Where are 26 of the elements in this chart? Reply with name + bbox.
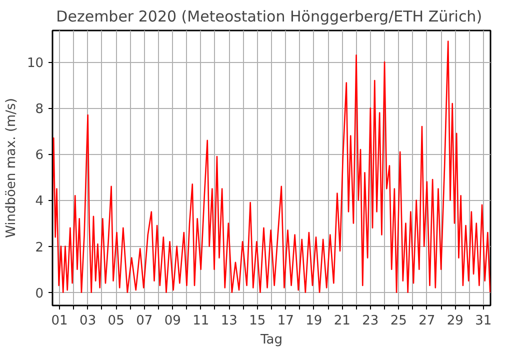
- x-tick-label: 09: [164, 314, 181, 328]
- y-tick-label: 4: [35, 194, 44, 210]
- x-tick-label: 31: [475, 314, 492, 328]
- x-tick-label: 17: [277, 314, 294, 328]
- x-tick-label: 19: [306, 314, 322, 328]
- x-tick-label: 11: [192, 314, 210, 328]
- x-tick-label: 25: [390, 314, 407, 328]
- x-tick-label: 05: [108, 314, 124, 328]
- x-tick-label: 03: [80, 314, 96, 328]
- x-tick-label: 27: [418, 314, 436, 328]
- x-tick-label: 23: [362, 314, 379, 328]
- x-axis-title: Tag: [259, 332, 283, 348]
- y-tick-label: 8: [35, 102, 44, 118]
- x-tick-label: 15: [249, 314, 266, 328]
- line-series: [52, 40, 490, 294]
- x-tick-label: 01: [51, 314, 68, 328]
- y-axis-title: Windböen max. (m/s): [4, 98, 19, 238]
- y-tick-label: 6: [35, 148, 44, 164]
- y-tick-label: 2: [35, 240, 44, 256]
- x-tick-label: 21: [334, 314, 350, 328]
- x-tick-label: 13: [220, 314, 238, 328]
- x-tick-label: 29: [446, 314, 464, 328]
- y-tick-label: 0: [35, 286, 44, 302]
- x-tick-label: 07: [136, 314, 153, 328]
- chart-title: Dezember 2020 (Meteostation Hönggerberg/ETH Zürich): [56, 8, 482, 26]
- y-tick-label: 10: [26, 56, 44, 72]
